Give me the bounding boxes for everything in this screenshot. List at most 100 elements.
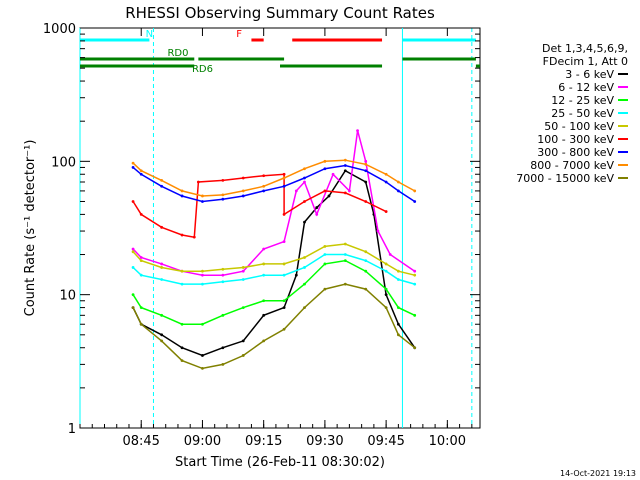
- series-line: [132, 130, 416, 276]
- series-point: [262, 184, 266, 188]
- series-point: [343, 164, 347, 167]
- series-point: [364, 287, 368, 291]
- series-point: [413, 269, 417, 273]
- legend-entry-label: 100 - 300 keV: [537, 133, 614, 146]
- series-point: [303, 200, 306, 203]
- legend-entry-label: 50 - 100 keV: [544, 120, 614, 133]
- series-point: [160, 266, 164, 269]
- series-point: [413, 282, 417, 286]
- series-point: [282, 212, 286, 216]
- series-point: [327, 194, 331, 198]
- series-point: [323, 253, 327, 256]
- series-point: [262, 262, 266, 266]
- series-point: [139, 212, 143, 216]
- series-line: [132, 253, 415, 285]
- series-point: [160, 339, 164, 343]
- series-point: [343, 169, 347, 173]
- series-point: [303, 266, 306, 269]
- series-point: [343, 259, 347, 263]
- series-point: [315, 212, 319, 216]
- series-point: [303, 167, 306, 171]
- series-point: [303, 220, 306, 224]
- series-point: [262, 189, 266, 193]
- series-point: [180, 233, 184, 237]
- series-point: [364, 162, 368, 166]
- legend-entry-label: 300 - 800 keV: [537, 146, 614, 159]
- series-point: [343, 242, 347, 246]
- series-point: [413, 273, 417, 277]
- series-point: [282, 184, 286, 188]
- series-point: [241, 354, 245, 357]
- series-layer: [131, 129, 417, 370]
- series-point: [364, 250, 368, 254]
- series-point: [192, 235, 196, 239]
- series-line: [132, 173, 387, 239]
- series-point: [160, 184, 164, 188]
- series-point: [396, 278, 400, 281]
- series-point: [196, 180, 200, 184]
- series-point: [131, 200, 135, 203]
- series-point: [364, 169, 368, 173]
- series-point: [139, 259, 143, 263]
- flag-bar-layer: N F RD0 RD6: [80, 29, 480, 75]
- series-point: [262, 313, 266, 317]
- series-line: [132, 259, 416, 325]
- series-point: [396, 180, 400, 184]
- series-point: [262, 247, 266, 251]
- y-axis-label: Count Rate (s⁻¹ detector⁻¹): [23, 140, 38, 317]
- series-point: [282, 176, 286, 180]
- series-point: [343, 158, 347, 162]
- series-point: [364, 200, 368, 203]
- y-tick-label: 1000: [43, 22, 76, 37]
- series-point: [323, 167, 327, 171]
- series-point: [241, 189, 245, 193]
- series-point: [413, 189, 417, 193]
- series-point: [201, 269, 204, 273]
- series-point: [160, 313, 164, 317]
- legend-header: Det 1,3,4,5,6,9,: [542, 42, 628, 55]
- series-point: [180, 346, 184, 350]
- series-point: [180, 359, 184, 363]
- legend-entry-label: 3 - 6 keV: [565, 68, 614, 81]
- series-point: [323, 245, 327, 248]
- x-tick-label: 09:30: [306, 434, 343, 449]
- series-point: [139, 172, 143, 176]
- flag-bar-label: N: [146, 29, 153, 40]
- series-point: [201, 366, 204, 370]
- x-tick-label: 08:45: [122, 434, 159, 449]
- series-line: [132, 164, 416, 203]
- series-point: [131, 166, 135, 169]
- series-point: [396, 322, 400, 326]
- series-point: [331, 172, 335, 176]
- series-point: [139, 306, 143, 309]
- series-line: [132, 283, 416, 370]
- series-point: [282, 299, 286, 303]
- series-point: [139, 273, 143, 277]
- series-point: [364, 269, 368, 273]
- series-point: [221, 273, 225, 277]
- series-point: [131, 293, 135, 297]
- legend-entry-label: 800 - 7000 keV: [530, 159, 614, 172]
- series-point: [180, 322, 184, 326]
- series-point: [294, 273, 298, 277]
- series-point: [413, 200, 417, 203]
- series-point: [303, 282, 306, 286]
- series-point: [201, 273, 204, 277]
- y-tick-label: 10: [59, 289, 76, 304]
- series-point: [180, 269, 184, 273]
- series-point: [221, 313, 225, 317]
- series-point: [241, 278, 245, 281]
- series-point: [160, 262, 164, 266]
- series-point: [315, 206, 319, 209]
- series-point: [201, 354, 204, 357]
- series-point: [303, 306, 306, 309]
- series-point: [384, 306, 388, 309]
- series-point: [201, 200, 204, 203]
- series-point: [282, 172, 286, 176]
- flag-bar-label: F: [236, 29, 242, 40]
- legend: Det 1,3,4,5,6,9,FDecim 1, Att 03 - 6 keV…: [516, 42, 628, 185]
- series-point: [131, 250, 135, 254]
- series-point: [384, 210, 388, 213]
- series-point: [221, 346, 225, 350]
- series-point: [323, 262, 327, 266]
